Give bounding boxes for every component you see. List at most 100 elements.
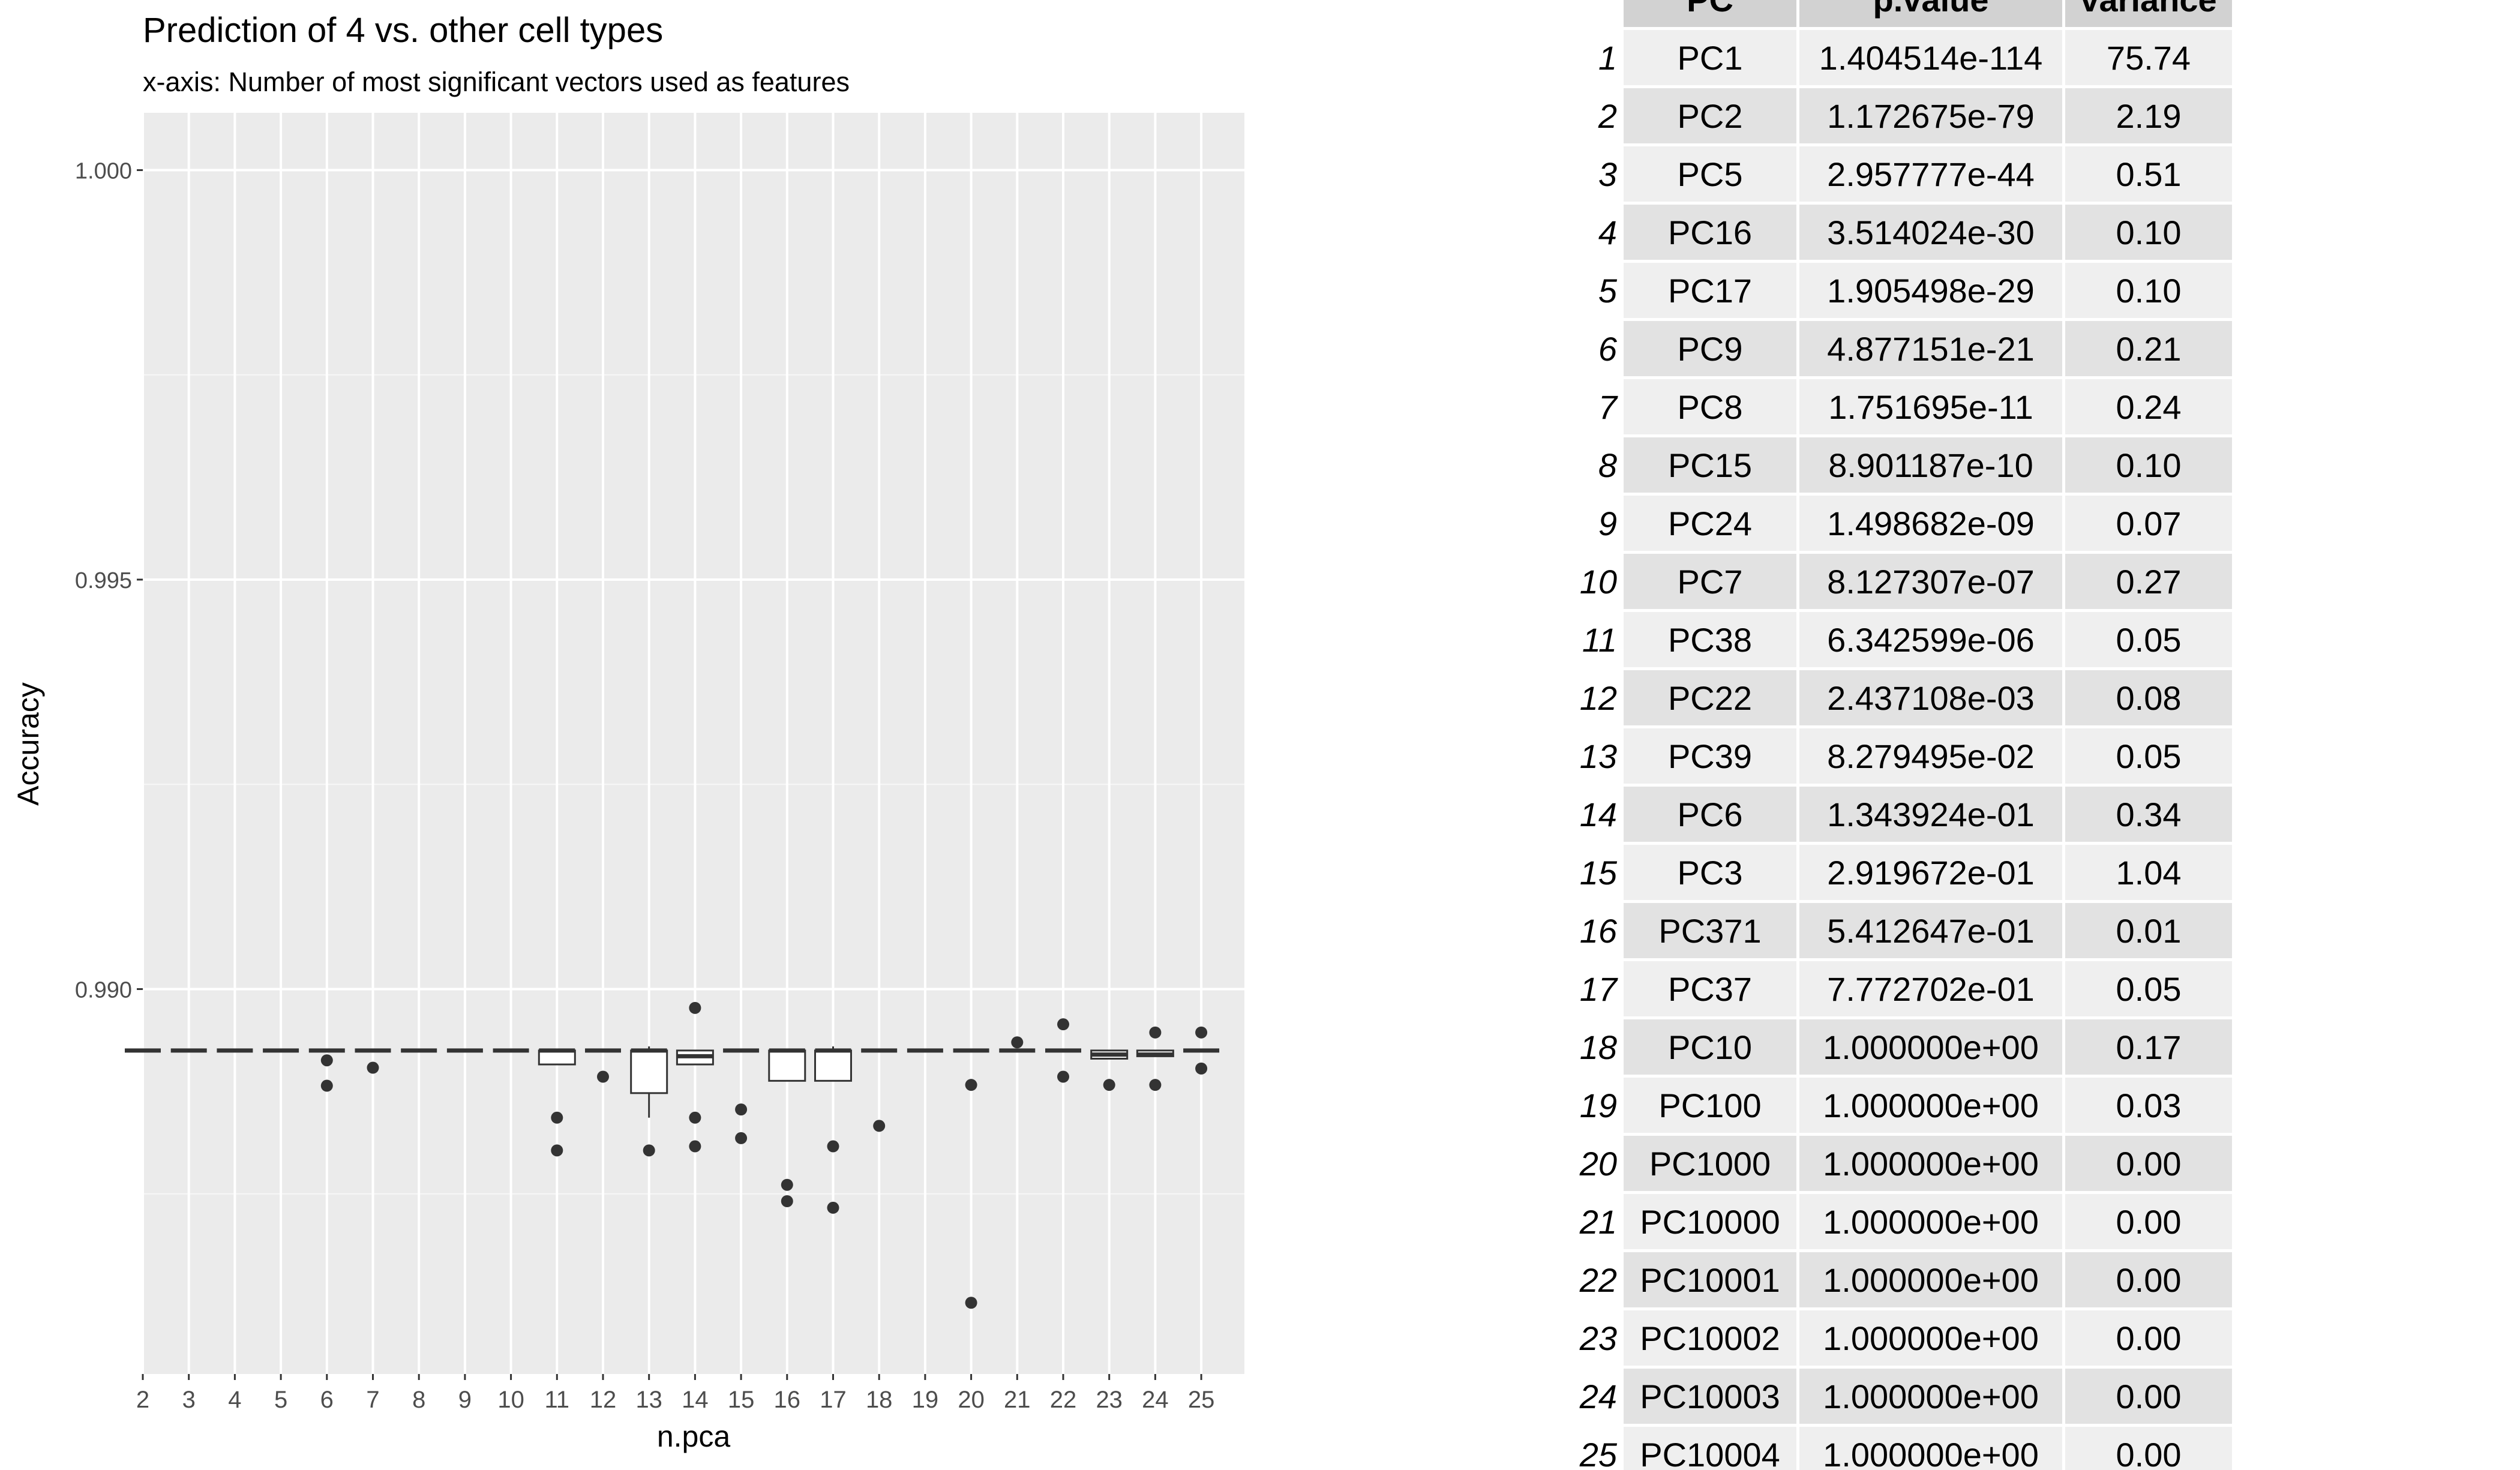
row-number-cell: 16 <box>1575 903 1621 958</box>
pc-cell: PC10000 <box>1624 1194 1796 1249</box>
box-body <box>768 1049 806 1082</box>
outlier-point <box>320 1054 333 1067</box>
table-row: 12 PC22 2.437108e-03 0.08 <box>1575 670 2232 725</box>
pvalue-cell: 1.751695e-11 <box>1799 379 2062 434</box>
box-group <box>1183 1026 1220 1075</box>
box-group <box>1090 1049 1129 1091</box>
pc-cell: PC1 <box>1624 30 1796 85</box>
box-group <box>723 1048 760 1144</box>
variance-cell: 0.00 <box>2065 1369 2232 1424</box>
pvalue-cell: 1.000000e+00 <box>1799 1427 2062 1470</box>
x-tick-label: 21 <box>1004 1387 1031 1413</box>
x-tick-label: 10 <box>497 1387 524 1413</box>
row-number-cell: 22 <box>1575 1252 1621 1307</box>
variance-cell: 0.27 <box>2065 554 2232 609</box>
x-tick-label: 8 <box>412 1387 425 1413</box>
row-number-cell: 1 <box>1575 30 1621 85</box>
x-tick-label: 6 <box>320 1387 334 1413</box>
x-tick-label: 2 <box>136 1387 149 1413</box>
table-row: 7 PC8 1.751695e-11 0.24 <box>1575 379 2232 434</box>
x-tick-label: 22 <box>1050 1387 1077 1413</box>
box-group <box>538 1048 576 1157</box>
x-tick-label: 4 <box>228 1387 241 1413</box>
table-row: 17 PC37 7.772702e-01 0.05 <box>1575 961 2232 1016</box>
table-row: 5 PC17 1.905498e-29 0.10 <box>1575 263 2232 318</box>
box-group <box>953 1048 989 1309</box>
pc-cell: PC8 <box>1624 379 1796 434</box>
outlier-point <box>781 1195 793 1207</box>
pc-cell: PC24 <box>1624 496 1796 551</box>
variance-cell: 1.04 <box>2065 845 2232 900</box>
variance-cell: 0.05 <box>2065 612 2232 667</box>
pc-cell: PC7 <box>1624 554 1796 609</box>
variance-cell: 0.01 <box>2065 903 2232 958</box>
row-number-cell: 20 <box>1575 1136 1621 1191</box>
pvalue-cell: 5.412647e-01 <box>1799 903 2062 958</box>
variance-cell: 0.05 <box>2065 728 2232 784</box>
pc-cell: PC3 <box>1624 845 1796 900</box>
box-group <box>630 1046 668 1157</box>
outlier-point <box>965 1297 977 1309</box>
x-tick-label: 15 <box>728 1387 755 1413</box>
outlier-point <box>827 1201 839 1214</box>
pc-cell: PC10002 <box>1624 1310 1796 1366</box>
pvalue-cell: 8.279495e-02 <box>1799 728 2062 784</box>
table-row: 10 PC7 8.127307e-07 0.27 <box>1575 554 2232 609</box>
outlier-point <box>735 1132 748 1144</box>
pvalue-cell: 2.957777e-44 <box>1799 146 2062 202</box>
variance-cell: 0.34 <box>2065 787 2232 842</box>
table-row: 14 PC6 1.343924e-01 0.34 <box>1575 787 2232 842</box>
table-body: 1 PC1 1.404514e-114 75.74 2 PC2 1.172675e-79 2.… <box>1575 30 2232 1470</box>
x-tick-label: 11 <box>545 1387 570 1413</box>
x-tick-label: 12 <box>590 1387 617 1413</box>
y-tick-label: 0.995 <box>75 568 132 593</box>
y-axis-ticks: 0.990 0.995 1.000 <box>75 159 143 1003</box>
variance-cell: 0.00 <box>2065 1136 2232 1191</box>
pvalue-cell: 1.000000e+00 <box>1799 1136 2062 1191</box>
variance-cell: 0.07 <box>2065 496 2232 551</box>
pvalue-cell: 4.877151e-21 <box>1799 321 2062 376</box>
table-header-row: PC p.value variance <box>1575 0 2232 27</box>
pc-cell: PC17 <box>1624 263 1796 318</box>
outlier-point <box>597 1070 609 1083</box>
pvalue-cell: 1.404514e-114 <box>1799 30 2062 85</box>
pc-cell: PC39 <box>1624 728 1796 784</box>
outlier-point <box>689 1140 701 1153</box>
row-number-header <box>1575 0 1621 27</box>
variance-cell: 0.00 <box>2065 1310 2232 1366</box>
pc-cell: PC5 <box>1624 146 1796 202</box>
table-row: 8 PC15 8.901187e-10 0.10 <box>1575 437 2232 493</box>
box-group <box>768 1048 806 1207</box>
row-number-cell: 8 <box>1575 437 1621 493</box>
row-number-cell: 14 <box>1575 787 1621 842</box>
outlier-point <box>873 1120 886 1132</box>
box-series <box>125 1001 1220 1309</box>
x-axis-title: n.pca <box>657 1420 731 1453</box>
table-row: 25 PC10004 1.000000e+00 0.00 <box>1575 1427 2232 1470</box>
pc-cell: PC16 <box>1624 205 1796 260</box>
pvalue-cell: 1.905498e-29 <box>1799 263 2062 318</box>
variance-cell: 0.05 <box>2065 961 2232 1016</box>
x-tick-label: 17 <box>820 1387 847 1413</box>
pvalue-cell: 2.437108e-03 <box>1799 670 2062 725</box>
pc-cell: PC37 <box>1624 961 1796 1016</box>
x-tick-label: 16 <box>774 1387 801 1413</box>
table-row: 6 PC9 4.877151e-21 0.21 <box>1575 321 2232 376</box>
pc-cell: PC9 <box>1624 321 1796 376</box>
variance-cell: 0.08 <box>2065 670 2232 725</box>
variance-cell: 0.10 <box>2065 263 2232 318</box>
pc-cell: PC10003 <box>1624 1369 1796 1424</box>
outlier-point <box>1195 1062 1208 1075</box>
row-number-cell: 7 <box>1575 379 1621 434</box>
pvalue-cell: 3.514024e-30 <box>1799 205 2062 260</box>
pvalue-cell: 2.919672e-01 <box>1799 845 2062 900</box>
x-tick-label: 18 <box>866 1387 893 1413</box>
variance-cell: 0.03 <box>2065 1078 2232 1133</box>
pvalue-cell: 1.498682e-09 <box>1799 496 2062 551</box>
variance-cell: 0.00 <box>2065 1252 2232 1307</box>
pc-cell: PC10001 <box>1624 1252 1796 1307</box>
boxplot-svg: Prediction of 4 vs. other cell types x-a… <box>11 11 1244 1453</box>
variance-cell: 0.00 <box>2065 1194 2232 1249</box>
